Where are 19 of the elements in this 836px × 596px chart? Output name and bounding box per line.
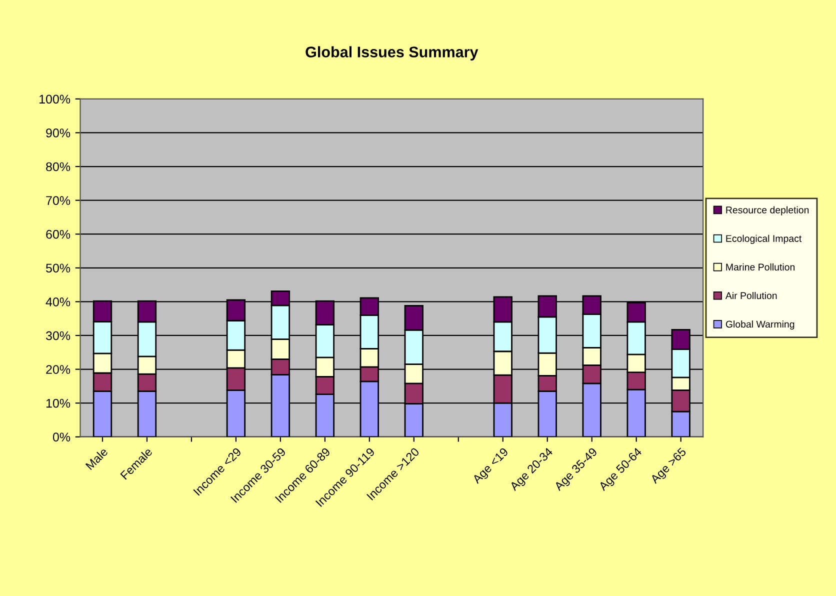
y-tick-label: 30% [46,331,70,340]
legend-label: Ecological Impact [726,234,802,244]
legend-label: Resource depletion [726,206,809,216]
x-tick-label: Age >65 [650,447,688,486]
y-tick-label: 0% [52,432,70,442]
y-tick-label: 40% [46,297,70,306]
legend-label: Global Warming [726,320,794,330]
legend-label: Marine Pollution [726,263,795,271]
y-tick-label: 60% [46,230,70,239]
y-tick-label: 20% [46,365,70,374]
chart-title: Global Issues Summary [306,46,478,60]
legend-label: Air Pollution [725,292,777,300]
y-tick-label: 90% [46,128,70,138]
y-tick-label: 80% [46,162,70,172]
y-tick-label: 100% [40,94,70,104]
y-tick-label: 10% [46,398,70,408]
x-tick-label: Age <19 [472,447,510,486]
y-tick-label: 50% [46,264,70,273]
y-tick-label: 70% [46,196,70,205]
